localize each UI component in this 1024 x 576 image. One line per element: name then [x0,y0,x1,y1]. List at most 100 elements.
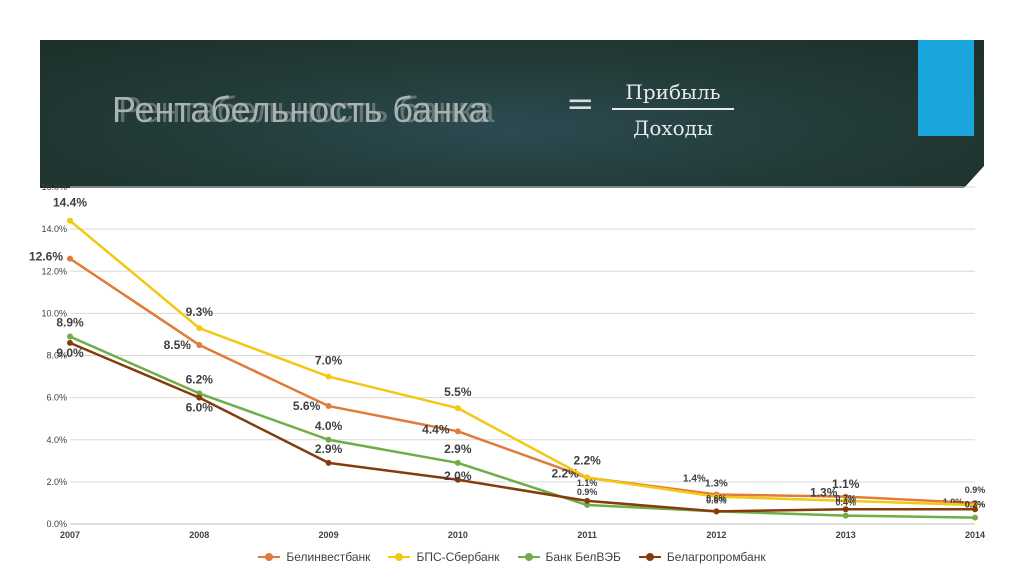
x-tick-label: 2011 [577,530,597,540]
legend-label: БПС-Сбербанк [416,550,500,564]
y-tick-label: 12.0% [41,266,67,276]
y-tick-label: 2.0% [46,477,67,487]
series-line [69,219,976,507]
data-label: 0.4% [835,498,856,508]
data-point [972,506,978,513]
data-label: 0.6% [706,493,727,503]
legend-item: Белагропромбанк [638,550,766,564]
data-point [67,217,73,224]
series-line [69,257,976,505]
legend-label: Банк БелВЭБ [545,550,621,564]
data-point [842,493,849,500]
data-label: 1.3% [705,479,728,490]
data-label: 5.5% [444,385,472,399]
legend-item: Белинвестбанк [258,550,370,564]
legend-item: БПС-Сбербанк [388,550,500,564]
x-tick-label: 2007 [60,530,80,540]
data-point [196,394,203,401]
data-point [67,339,73,346]
formula-denominator: Доходы [633,116,713,140]
data-label: 6.2% [186,372,214,386]
data-point [454,405,461,412]
data-point [196,325,203,332]
x-tick-label: 2014 [965,530,985,540]
y-tick-label: 4.0% [46,435,67,445]
data-point [584,497,591,504]
data-point [325,436,332,443]
data-point [325,373,332,380]
legend-swatch [638,553,661,561]
data-point [196,390,203,397]
data-label: 0.7% [835,493,856,503]
legend-label: Белагропромбанк [666,550,766,564]
data-label: 8.5% [164,338,192,352]
data-label: 2.2% [573,454,601,468]
equals-sign: = [566,84,595,124]
data-label: 2.9% [444,442,472,456]
data-label: 7.0% [315,354,343,368]
x-tick-label: 2009 [319,530,339,540]
banner-corner-cut [964,166,984,188]
title-banner [40,40,984,188]
data-label: 0.9% [577,487,598,497]
data-label: 9.0% [56,346,84,360]
x-tick-label: 2008 [189,530,209,540]
y-tick-label: 14.0% [41,224,67,234]
data-label: 1.1% [577,478,598,488]
y-tick-label: 10.0% [41,308,67,318]
data-point [325,459,332,466]
series-line [69,341,975,513]
data-label: 2.0% [444,469,472,483]
formula-fraction: Прибыль Доходы [612,80,734,140]
data-label: 2.2% [551,467,579,481]
data-label: 6.0% [186,401,214,415]
data-label: 4.4% [422,422,450,436]
y-tick-label: 0.0% [46,519,67,529]
data-point [584,474,591,481]
data-label: 12.6% [29,250,63,264]
legend-swatch [517,553,540,561]
legend-label: Белинвестбанк [286,550,371,564]
data-point [713,493,720,500]
data-point [842,512,849,519]
data-label: 0.7% [965,499,986,509]
y-tick-label: 8.0% [46,351,67,361]
data-point [67,255,73,262]
data-label: 4.0% [315,419,343,433]
data-label: 0.9% [965,485,986,495]
data-point [67,333,73,340]
data-point [325,403,332,410]
data-label: 0.6% [706,495,727,505]
data-point [454,476,461,483]
data-label: 9.3% [186,305,214,319]
data-label: 1.3% [810,486,838,500]
data-label: 8.9% [56,316,84,330]
data-label: 2.9% [315,442,343,456]
data-label: 5.6% [293,399,321,413]
legend-swatch [388,553,411,561]
series-line [69,335,976,519]
accent-bar [918,40,974,136]
data-point [972,502,978,509]
title-overlap-text: Рентабельность банка [118,89,495,130]
data-point [584,502,591,509]
data-point [713,508,720,515]
data-label: 1.1% [832,477,860,491]
x-tick-label: 2010 [448,530,468,540]
data-label: 0.3% [965,500,986,510]
data-label: 1.4% [683,474,706,485]
x-tick-label: 2013 [836,530,856,540]
data-label: 1.0% [943,497,964,507]
data-label: 14.4% [53,196,87,210]
data-point [842,497,849,504]
y-tick-label: 6.0% [46,393,67,403]
data-point [454,428,461,435]
formula-numerator: Прибыль [612,80,734,110]
chart-legend: Белинвестбанк БПС-Сбербанк Банк БелВЭБ Бела… [0,550,1024,564]
data-point [196,341,203,348]
data-point [972,514,978,521]
y-tick-label: 16.0% [41,182,67,192]
data-point [454,459,461,466]
slide-title: Рентабельность банка [112,89,489,130]
